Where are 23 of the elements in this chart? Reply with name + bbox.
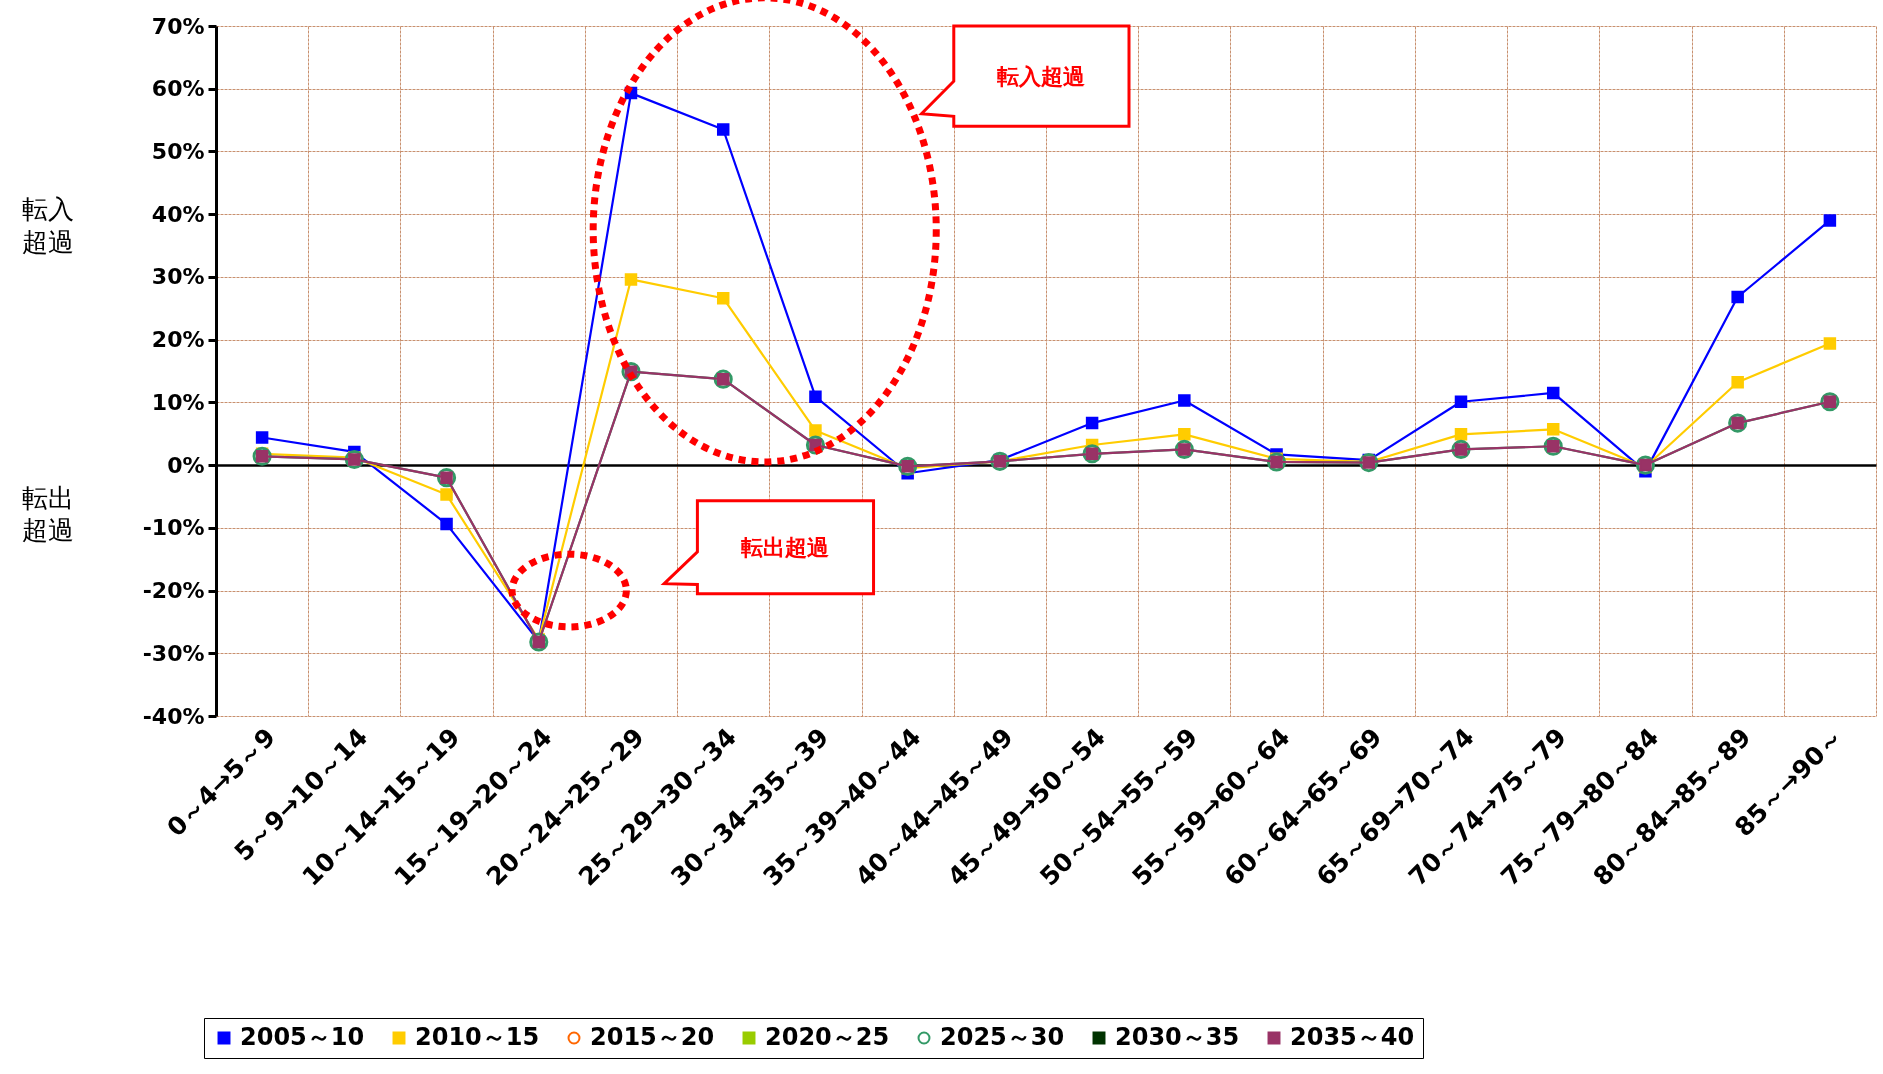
y-tick-label: 60% — [151, 76, 205, 102]
y-tick-label: -10% — [142, 515, 205, 541]
y-tick-label: 70% — [151, 13, 205, 39]
y-tick-label: 10% — [151, 389, 205, 415]
legend-label: 2025～30 — [940, 1023, 1065, 1051]
text: 転出超過 — [22, 482, 74, 546]
legend-label: 2005～10 — [240, 1023, 365, 1051]
legend-label: 2020～25 — [765, 1023, 890, 1051]
y-tick-label: -30% — [142, 640, 205, 666]
legend-label: 2035～40 — [1290, 1023, 1415, 1051]
legend-label: 2010～15 — [415, 1023, 540, 1051]
legend-label: 2015～20 — [590, 1023, 715, 1051]
y-tick-label: 20% — [151, 327, 205, 353]
legend-label: 2030～35 — [1115, 1023, 1240, 1051]
y-tick-label: 50% — [151, 138, 205, 164]
y-tick-label: 40% — [151, 201, 205, 227]
y-tick-label: -20% — [142, 578, 205, 604]
y-tick-label: -40% — [142, 703, 205, 729]
text: 転入超過 — [22, 194, 74, 257]
y-tick-label: 0% — [167, 452, 205, 478]
annotation: 転出超過 — [741, 534, 830, 560]
y-tick-label: 30% — [151, 264, 205, 290]
annotation: 転入超過 — [997, 63, 1086, 89]
